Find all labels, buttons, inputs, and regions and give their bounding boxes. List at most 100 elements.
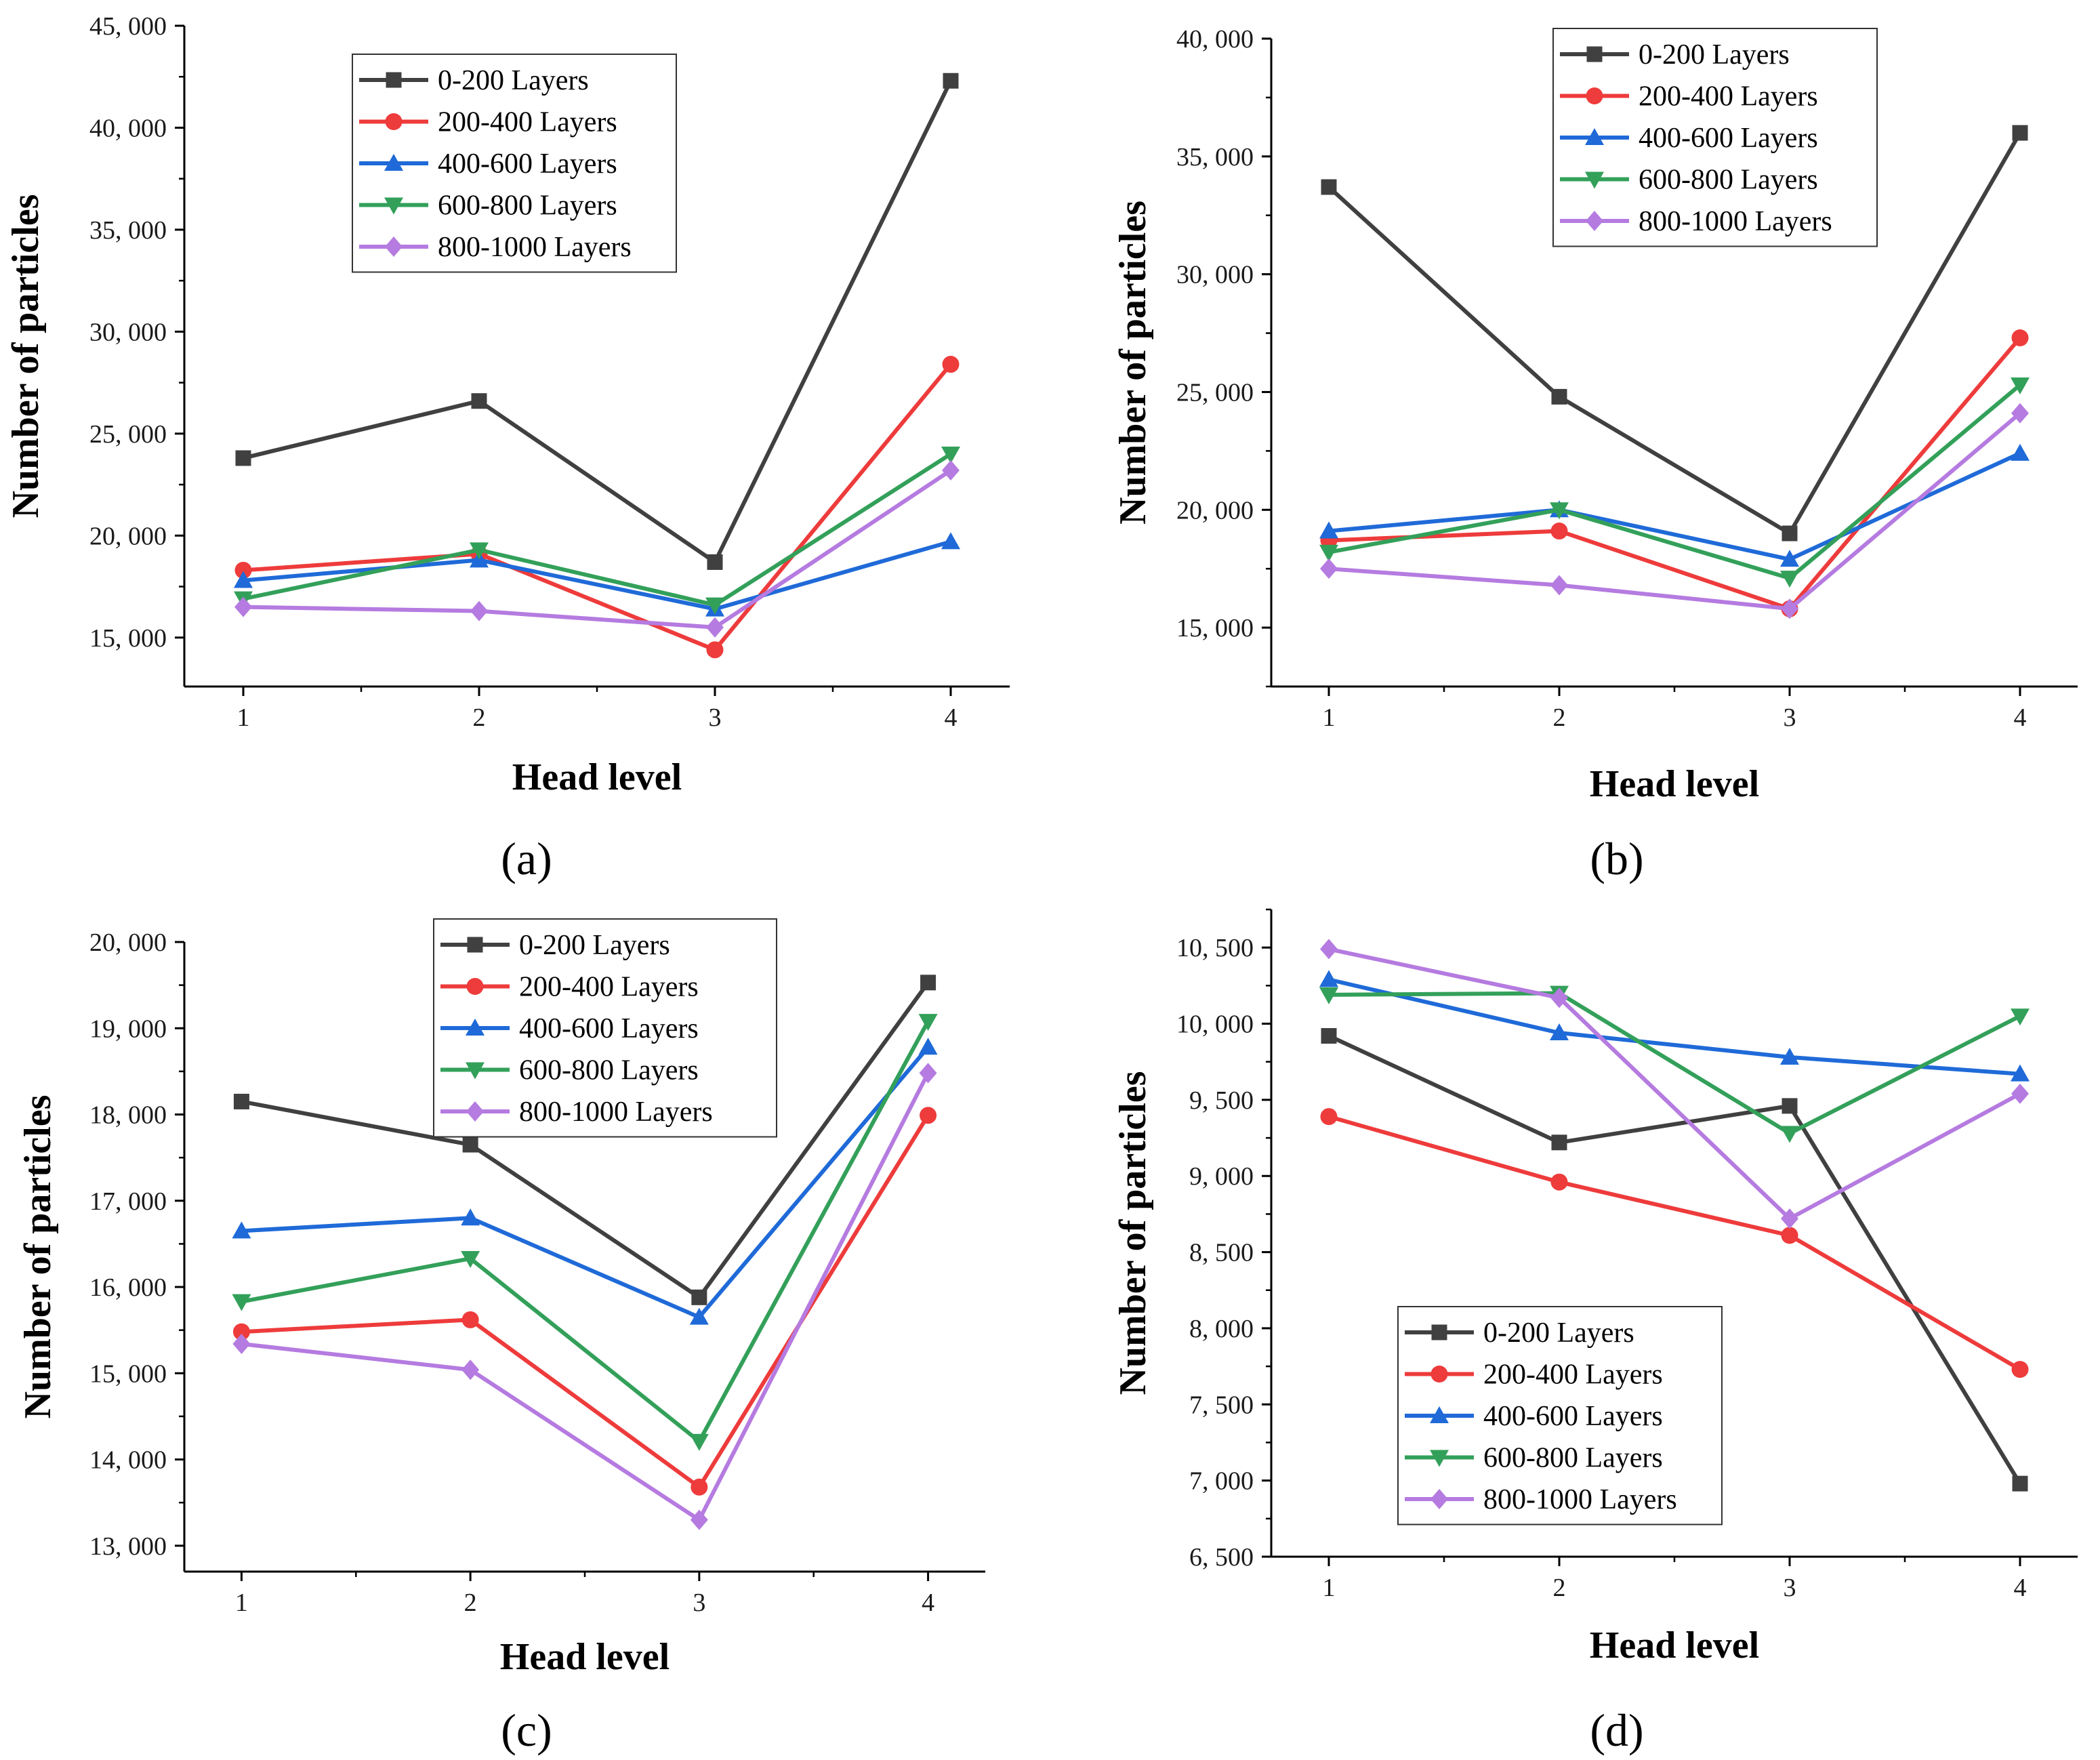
x-tick-label: 4 xyxy=(2014,1574,2027,1602)
y-tick-label: 25, 000 xyxy=(89,420,167,449)
legend: 0-200 Layers 200-400 Layers 400-600 Layers… xyxy=(1552,28,1878,247)
x-tick-label: 1 xyxy=(1323,1574,1336,1602)
series-200-400-layers xyxy=(232,1107,937,1496)
y-tick-label: 9, 500 xyxy=(1189,1086,1254,1115)
data-point xyxy=(1319,544,1338,562)
series-line xyxy=(1328,451,2021,562)
data-point xyxy=(707,554,723,570)
data-point xyxy=(941,532,960,550)
y-axis-title: Number of particles xyxy=(1112,201,1154,525)
y-tick-label: 10, 000 xyxy=(1176,1010,1254,1039)
legend: 0-200 Layers 200-400 Layers 400-600 Layers… xyxy=(433,918,777,1138)
y-tick-label: 17, 000 xyxy=(89,1187,167,1216)
series-600-800-layers xyxy=(232,1014,938,1451)
series-line xyxy=(243,452,952,607)
legend-label: 0-200 Layers xyxy=(1639,39,1790,70)
chart-panel-b: 15, 000 20, 000 25, 000 30, 000 35, 000 40, 0… xyxy=(1112,25,2078,884)
legend-label: 200-400 Layers xyxy=(1639,81,1818,112)
chart-panel-c: 13, 000 14, 000 15, 000 16, 000 17, 000 18, 0… xyxy=(17,918,985,1756)
series-400-600-layers xyxy=(1319,970,2030,1082)
data-point xyxy=(1780,571,1799,588)
y-tick-label: 35, 000 xyxy=(1176,143,1254,171)
x-axis-title: Head level xyxy=(512,756,682,798)
legend-marker xyxy=(466,1019,485,1036)
data-point xyxy=(2011,377,2030,395)
series-line xyxy=(1327,131,2022,536)
legend: 0-200 Layers 200-400 Layers 400-600 Layers… xyxy=(1397,1306,1723,1526)
data-point xyxy=(1782,525,1798,541)
data-point xyxy=(1781,1208,1798,1229)
series-line xyxy=(243,79,953,565)
series-800-1000-layers xyxy=(1320,939,2029,1229)
series-line xyxy=(1328,947,2021,1221)
data-point xyxy=(2011,1083,2029,1104)
data-point xyxy=(942,356,960,373)
x-tick-label: 3 xyxy=(709,703,722,732)
data-point xyxy=(689,1433,709,1451)
data-point xyxy=(689,1307,709,1325)
series-line xyxy=(241,981,930,1300)
series-line xyxy=(241,1046,930,1319)
legend-label: 0-200 Layers xyxy=(519,930,670,961)
data-point xyxy=(462,1137,478,1153)
legend-marker xyxy=(1430,1489,1448,1509)
y-tick-label: 6, 500 xyxy=(1189,1543,1254,1572)
series-800-1000-layers xyxy=(234,460,960,638)
x-tick-label: 2 xyxy=(464,1589,477,1617)
y-tick-label: 19, 000 xyxy=(89,1015,167,1043)
x-tick-label: 3 xyxy=(1784,1574,1796,1602)
data-point xyxy=(943,73,959,89)
legend-marker xyxy=(466,978,484,995)
data-point xyxy=(1550,575,1568,596)
panel-label: (b) xyxy=(1590,833,1643,884)
legend-marker xyxy=(467,937,483,953)
data-point xyxy=(232,1323,250,1341)
y-tick-label: 30, 000 xyxy=(89,318,167,346)
y-tick-label: 25, 000 xyxy=(1176,378,1254,407)
data-point xyxy=(234,571,253,588)
legend-label: 400-600 Layers xyxy=(1483,1401,1663,1432)
data-point xyxy=(2011,443,2030,461)
y-tick-label: 15, 000 xyxy=(89,1359,167,1388)
x-tick-label: 3 xyxy=(693,1589,705,1617)
data-point xyxy=(234,561,252,579)
y-tick-label: 20, 000 xyxy=(89,522,167,550)
data-point xyxy=(461,1359,480,1380)
series-400-600-layers xyxy=(1319,443,2030,567)
y-tick-label: 16, 000 xyxy=(89,1273,167,1302)
y-axis-title: Number of particles xyxy=(5,195,47,518)
legend-label: 800-1000 Layers xyxy=(1639,206,1832,237)
data-point xyxy=(234,596,252,617)
series-line xyxy=(1328,977,2021,1076)
data-point xyxy=(470,600,488,621)
data-point xyxy=(1319,521,1338,539)
data-point xyxy=(1780,550,1799,567)
data-point xyxy=(691,1289,707,1305)
legend-marker xyxy=(385,113,403,130)
data-point xyxy=(941,446,960,464)
legend-marker xyxy=(1430,1366,1448,1383)
data-point xyxy=(2011,1361,2029,1378)
data-point xyxy=(2011,403,2029,424)
legend-label: 200-400 Layers xyxy=(438,107,617,138)
panel-label: (c) xyxy=(501,1704,552,1756)
x-axis-title: Head level xyxy=(1590,1624,1759,1666)
series-600-800-layers xyxy=(234,446,960,615)
data-point xyxy=(706,641,724,659)
series-line xyxy=(1327,1034,2022,1485)
series-800-1000-layers xyxy=(232,1063,937,1530)
series-line xyxy=(241,1020,930,1444)
legend-marker xyxy=(1586,87,1603,104)
legend-marker xyxy=(466,1062,485,1080)
data-point xyxy=(1320,939,1338,960)
series-0-200-layers xyxy=(233,975,936,1305)
data-point xyxy=(920,1107,937,1124)
data-point xyxy=(1320,1108,1338,1126)
legend-label: 600-800 Layers xyxy=(438,190,617,222)
y-axis-title: Number of particles xyxy=(1112,1071,1154,1395)
y-tick-label: 9, 000 xyxy=(1189,1162,1254,1191)
series-200-400-layers xyxy=(234,356,960,659)
legend-marker xyxy=(1586,211,1603,231)
data-point xyxy=(1550,502,1569,520)
